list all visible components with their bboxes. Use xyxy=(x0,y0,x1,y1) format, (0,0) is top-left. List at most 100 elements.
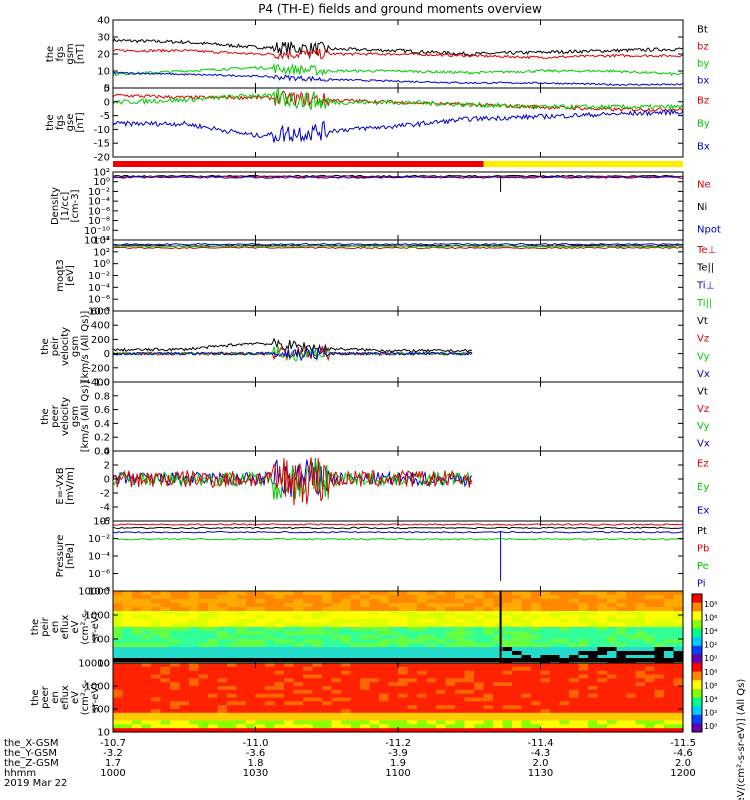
spec-cell xyxy=(350,603,361,608)
spec-cell xyxy=(246,643,257,648)
spec-cell xyxy=(331,635,342,640)
spec-cell xyxy=(189,670,200,676)
spec-cell xyxy=(208,693,219,699)
spec-cell xyxy=(388,655,399,660)
spec-cell xyxy=(198,705,209,710)
spec-cell xyxy=(483,728,494,733)
spec-cell xyxy=(426,686,437,691)
spec-cell xyxy=(284,623,295,628)
spec-cell xyxy=(654,670,665,676)
spec-cell xyxy=(170,682,181,687)
spec-cell xyxy=(616,689,627,695)
spec-cell xyxy=(464,678,475,683)
spec-cell xyxy=(388,663,399,668)
spec-cell xyxy=(274,639,285,644)
spec-cell xyxy=(474,709,485,714)
spec-cell xyxy=(559,639,570,644)
spec-cell xyxy=(597,623,608,628)
spec-cell xyxy=(521,674,532,679)
spec-cell xyxy=(502,712,513,718)
legend-label: Npot xyxy=(697,225,721,236)
spec-cell xyxy=(673,709,684,714)
spec-cell xyxy=(664,627,675,632)
spec-cell xyxy=(179,716,190,722)
spec-cell xyxy=(417,591,428,596)
spec-cell xyxy=(379,705,390,710)
colorbar-segment xyxy=(692,645,702,655)
spec-cell xyxy=(360,720,371,725)
spec-cell xyxy=(217,701,228,706)
spec-cell xyxy=(673,682,684,687)
spec-cell xyxy=(122,724,133,729)
spec-cell xyxy=(388,631,399,636)
spec-cell xyxy=(398,623,409,628)
spec-cell xyxy=(350,686,361,691)
spec-cell xyxy=(198,666,209,672)
spec-cell xyxy=(493,591,504,596)
spec-cell xyxy=(274,689,285,695)
spec-cell xyxy=(673,670,684,676)
spec-cell xyxy=(635,647,646,652)
spec-cell xyxy=(303,689,314,695)
spec-cell xyxy=(255,631,266,636)
spec-cell xyxy=(293,697,304,702)
spec-cell xyxy=(550,595,561,600)
spec-cell xyxy=(626,709,637,714)
spec-cell xyxy=(550,716,561,722)
spec-cell xyxy=(379,619,390,624)
spec-cell xyxy=(122,591,133,596)
spec-cell xyxy=(293,619,304,624)
spec-cell xyxy=(654,635,665,640)
spec-cell xyxy=(293,655,304,660)
spec-cell xyxy=(388,678,399,683)
spec-cell xyxy=(208,724,219,729)
spec-cell xyxy=(331,603,342,608)
spec-cell xyxy=(208,655,219,660)
spec-cell xyxy=(407,607,418,612)
spec-cell xyxy=(293,728,304,733)
spec-cell xyxy=(132,724,143,729)
spec-cell xyxy=(312,599,323,604)
spec-cell xyxy=(189,651,200,656)
spec-cell xyxy=(303,611,314,616)
spec-cell xyxy=(331,591,342,596)
spec-cell xyxy=(246,720,257,725)
spec-cell xyxy=(436,639,447,644)
footer-value: 1100 xyxy=(385,768,410,779)
spec-cell xyxy=(122,682,133,687)
spec-cell xyxy=(483,647,494,652)
y-axis-label: eV xyxy=(70,691,81,704)
spec-cell xyxy=(113,611,124,616)
spec-cell xyxy=(341,599,352,604)
spec-cell xyxy=(189,678,200,683)
spec-cell xyxy=(217,647,228,652)
spec-cell xyxy=(559,697,570,702)
y-tick-label: 10⁻² xyxy=(88,534,110,545)
spec-cell xyxy=(512,623,523,628)
spec-cell xyxy=(426,693,437,699)
spec-cell xyxy=(474,682,485,687)
spec-cell xyxy=(407,666,418,672)
legend-label: Ez xyxy=(697,459,709,470)
spec-cell xyxy=(502,689,513,695)
spec-cell xyxy=(179,663,190,668)
y-tick-label: 10 xyxy=(97,728,110,739)
spec-cell xyxy=(141,603,152,608)
spec-cell xyxy=(284,678,295,683)
spec-cell xyxy=(531,643,542,648)
y-tick-label: 1000 xyxy=(85,682,110,693)
spec-cell xyxy=(483,599,494,604)
spec-cell xyxy=(531,591,542,596)
spec-cell xyxy=(474,689,485,695)
spec-cell xyxy=(208,639,219,644)
spec-cell xyxy=(588,655,599,660)
spec-cell xyxy=(645,623,656,628)
spec-cell xyxy=(417,678,428,683)
spec-cell xyxy=(284,693,295,699)
spec-cell xyxy=(493,631,504,636)
spec-cell xyxy=(141,716,152,722)
spec-cell xyxy=(388,627,399,632)
spec-cell xyxy=(512,728,523,733)
spec-cell xyxy=(588,678,599,683)
